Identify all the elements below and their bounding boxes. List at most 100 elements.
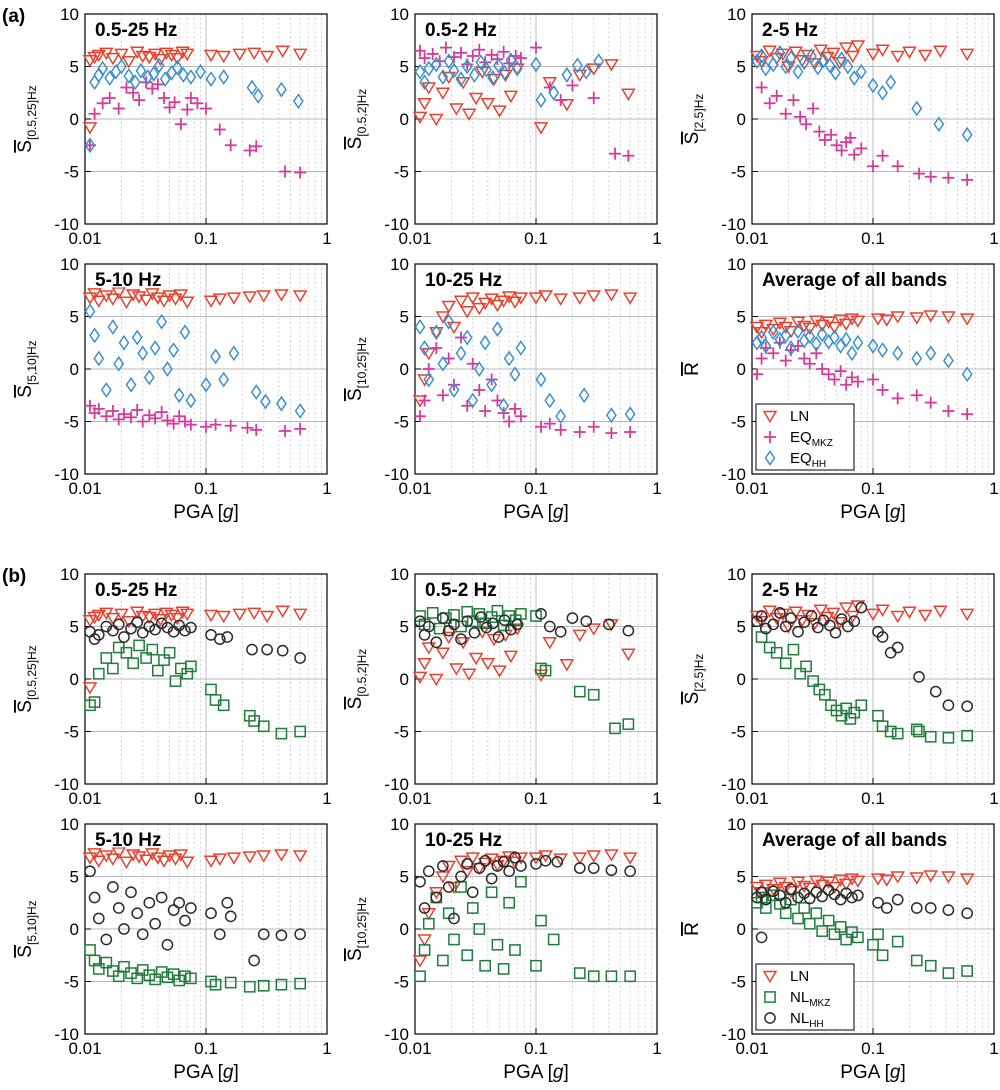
data-point [572,292,588,305]
x-axis-label-italic: g [223,502,234,523]
data-point [754,616,769,629]
data-point [119,856,134,869]
data-point [155,617,168,630]
data-point [119,296,134,309]
data-point [787,643,800,656]
data-point [455,870,467,883]
data-point [461,858,474,870]
data-point [123,68,135,84]
data-point [604,59,619,72]
data-point [92,963,105,975]
data-point [810,335,822,352]
data-point [179,296,195,309]
y-axis-label-main: S [15,945,36,958]
data-point [796,320,812,334]
data-point [412,955,428,968]
data-point [509,63,525,76]
data-point [828,373,841,386]
x-axis-label: PGA [g] [173,1062,239,1083]
y-tick-label: -10 [721,775,746,794]
data-point [175,46,190,59]
data-point [924,396,937,409]
data-point [471,302,487,316]
data-point [572,69,588,83]
data-point [559,659,575,672]
data-point [100,956,113,969]
data-point [120,646,133,659]
y-tick-label: 0 [737,920,746,939]
data-point [461,108,477,121]
data-point [84,399,97,412]
data-point [173,849,189,862]
data-point [224,139,237,152]
data-point [833,314,848,327]
data-point [418,944,431,956]
y-tick-label: -5 [64,723,79,742]
data-point [473,384,486,396]
data-point [89,327,100,344]
data-point [107,662,119,675]
x-axis-label-pre: PGA [ [173,502,223,523]
y-tick-label: -5 [394,413,409,432]
data-point [838,42,854,55]
data-point [572,852,588,865]
data-point [780,327,792,344]
data-point [294,422,307,435]
data-point [779,896,792,909]
y-axis-label: S[5,10]Hz [15,340,39,397]
data-point [250,384,262,401]
data-point [440,612,452,624]
data-point [602,618,615,631]
data-point [259,50,275,64]
data-point [829,626,842,639]
data-point [466,50,479,62]
data-point [774,889,786,902]
x-tick-label: 0.01 [68,229,101,248]
data-point [755,610,768,622]
data-point [535,92,547,109]
panel-title: 2-5 Hz [762,580,818,601]
data-point [448,618,460,631]
data-point [226,852,242,865]
data-point [498,614,511,627]
data-point [121,56,137,69]
data-point [292,290,308,303]
data-point [428,327,444,340]
data-point [790,316,806,329]
data-point [553,853,569,866]
data-point [760,337,772,354]
legend-marker [764,991,776,1003]
data-point [455,77,471,90]
data-point [835,144,848,157]
data-point [138,294,154,307]
data-point [586,63,602,76]
data-point [136,415,149,428]
y-tick-label: -5 [64,973,79,992]
data-point [455,345,467,362]
data-point [417,98,432,111]
data-point [924,170,937,183]
data-point [88,696,101,708]
data-point [88,107,101,120]
data-point [446,881,462,895]
data-point [961,700,974,713]
data-point [818,52,829,69]
data-point [465,852,481,865]
data-point [800,660,812,673]
data-point [125,622,137,635]
y-axis-label-text: S[5,10]Hz [15,340,39,397]
y-tick-label: 10 [390,565,409,584]
data-point [826,47,841,61]
data-point [779,657,792,670]
y-tick-label: 5 [400,58,409,77]
data-point [758,319,774,333]
y-tick-label: 10 [727,255,746,274]
panel-title: 0.5-2 Hz [425,20,497,41]
data-point [200,376,212,393]
data-point [143,409,156,422]
data-point [242,291,258,304]
data-point [491,938,504,951]
panel-title: 10-25 Hz [425,270,502,291]
data-point [760,60,772,77]
data-point [509,944,521,956]
